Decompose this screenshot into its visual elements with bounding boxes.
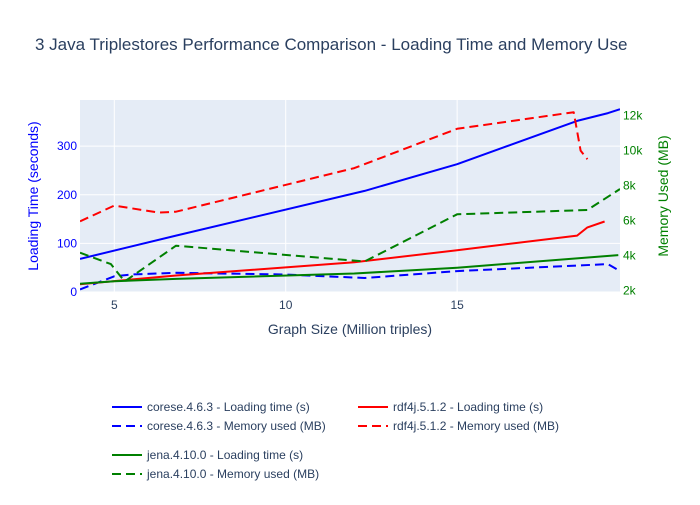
legend-label: corese.4.6.3 - Memory used (MB) [147, 419, 326, 433]
x-tick-label: 10 [279, 298, 293, 312]
legend-label: jena.4.10.0 - Loading time (s) [146, 448, 303, 462]
y2-axis-title: Memory Used (MB) [655, 135, 671, 256]
legend-label: jena.4.10.0 - Memory used (MB) [146, 467, 319, 481]
legend-item[interactable]: jena.4.10.0 - Loading time (s) [112, 448, 303, 462]
legend-item[interactable]: jena.4.10.0 - Memory used (MB) [112, 467, 319, 481]
legend-label: corese.4.6.3 - Loading time (s) [147, 400, 310, 414]
y2-tick-label: 8k [623, 179, 637, 193]
legend: corese.4.6.3 - Loading time (s) corese.4.… [112, 400, 559, 481]
y-tick-label: 200 [57, 188, 77, 202]
legend-item[interactable]: rdf4j.5.1.2 - Loading time (s) [358, 400, 543, 414]
series-layer [80, 108, 620, 291]
y2-tick-label: 12k [623, 109, 643, 123]
x-axis-title: Graph Size (Million triples) [268, 321, 432, 337]
y-tick-label: 100 [57, 236, 77, 250]
series-line [80, 108, 620, 260]
y-tick-label: 0 [70, 285, 77, 299]
x-tick-label: 15 [450, 298, 464, 312]
chart-title: 3 Java Triplestores Performance Comparis… [35, 35, 627, 54]
axis-layer: 5 10 15 0 100 200 300 2k 4k 6k 8k 10k 12k [57, 109, 643, 312]
x-tick-label: 5 [111, 298, 118, 312]
legend-label: rdf4j.5.1.2 - Loading time (s) [393, 400, 543, 414]
plot-area [80, 100, 620, 292]
series-line [80, 188, 620, 283]
y2-tick-label: 4k [623, 248, 637, 262]
y2-tick-label: 2k [623, 283, 637, 297]
y-tick-label: 300 [57, 139, 77, 153]
series-line [80, 254, 619, 285]
legend-item[interactable]: rdf4j.5.1.2 - Memory used (MB) [358, 419, 559, 433]
y2-tick-label: 6k [623, 213, 637, 227]
legend-item[interactable]: corese.4.6.3 - Memory used (MB) [112, 419, 326, 433]
y2-tick-label: 10k [623, 144, 643, 158]
legend-item[interactable]: corese.4.6.3 - Loading time (s) [112, 400, 310, 414]
series-line [80, 220, 605, 286]
legend-label: rdf4j.5.1.2 - Memory used (MB) [393, 419, 559, 433]
series-line [80, 111, 589, 223]
y-axis-title: Loading Time (seconds) [25, 121, 41, 270]
